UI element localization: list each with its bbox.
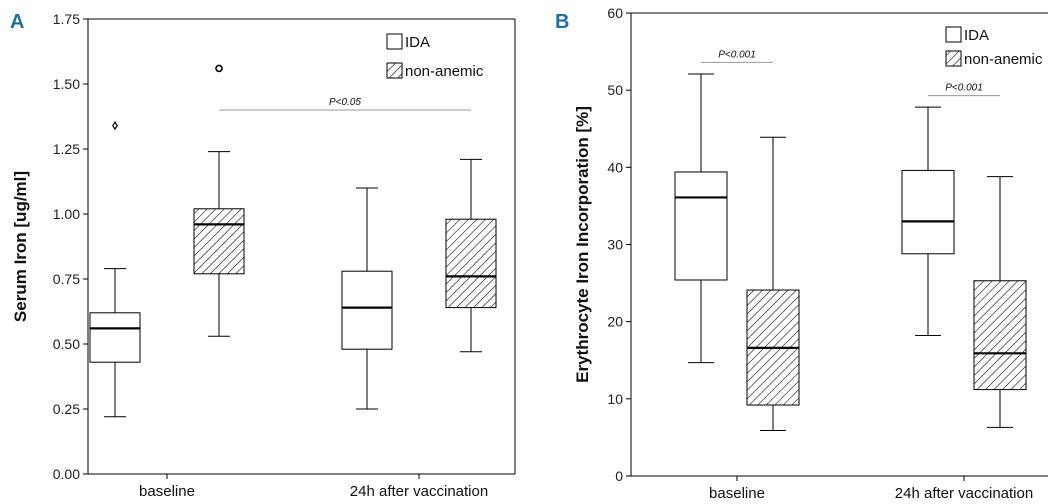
significance-label: P<0.05 <box>329 97 361 108</box>
category-label: baseline <box>709 485 765 502</box>
box-ida <box>674 171 728 281</box>
y-tick-label: 20 <box>607 314 623 330</box>
category-label: 24h after vaccination <box>895 485 1033 502</box>
legend-swatch-non-anemic <box>945 50 962 67</box>
y-tick-label: 30 <box>607 237 623 253</box>
box-ida <box>901 169 955 255</box>
outlier-star <box>112 120 118 131</box>
y-tick-label: 1.00 <box>53 206 80 222</box>
significance-label: P<0.001 <box>718 49 756 60</box>
legend-swatch-ida <box>945 26 962 43</box>
y-axis-title: Serum Iron [ug/ml] <box>11 171 30 322</box>
y-tick-label: 10 <box>607 391 623 407</box>
y-tick-label: 40 <box>607 159 623 175</box>
legend-label: IDA <box>964 27 989 44</box>
outlier-circle <box>215 64 223 73</box>
legend-label: non-anemic <box>405 63 484 80</box>
significance-label: P<0.001 <box>945 83 983 94</box>
y-axis-title: Erythrocyte Iron Incorporation [%] <box>573 106 592 383</box>
panel-letter: B <box>555 11 569 33</box>
panel-letter: A <box>10 11 24 33</box>
category-label: baseline <box>139 483 195 500</box>
box-non-anemic <box>445 218 497 309</box>
y-tick-label: 0 <box>615 468 623 484</box>
y-tick-label: 1.25 <box>53 141 80 157</box>
y-tick-label: 60 <box>607 5 623 21</box>
y-tick-label: 1.50 <box>53 76 80 92</box>
legend-label: non-anemic <box>964 51 1043 68</box>
box-ida <box>89 312 141 363</box>
legend-label: IDA <box>405 34 430 51</box>
y-tick-label: 1.75 <box>53 11 80 27</box>
y-tick-label: 0.25 <box>53 401 80 417</box>
y-tick-label: 50 <box>607 82 623 98</box>
y-tick-label: 0.00 <box>53 466 80 482</box>
legend-swatch-non-anemic <box>386 62 403 79</box>
box-ida <box>341 270 393 350</box>
y-tick-label: 0.50 <box>53 336 80 352</box>
box-non-anemic <box>973 280 1027 391</box>
y-tick-label: 0.75 <box>53 271 80 287</box>
box-non-anemic <box>193 208 245 275</box>
category-label: 24h after vaccination <box>350 483 488 500</box>
legend-swatch-ida <box>386 33 403 50</box>
